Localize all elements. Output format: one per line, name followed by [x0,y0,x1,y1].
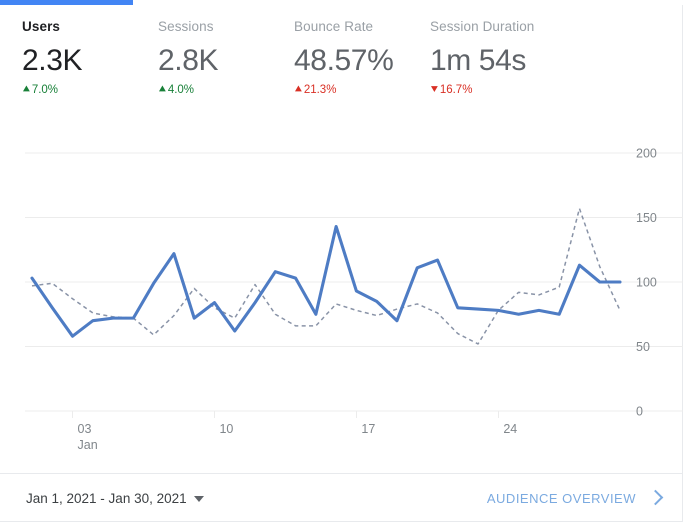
series-line-users [30,224,622,338]
metric-label: Users [22,19,61,34]
metric-delta-value: 16.7% [439,84,473,96]
arrow-up-icon: ⯅ [22,84,31,96]
metric-value: 2.3K [22,44,83,77]
timeseries-chart: 0 50 100 150 200 03 Jan 10 17 24 [0,125,683,465]
y-axis-tick-label: 200 [636,147,657,161]
x-axis-tick-label: 17 [361,422,375,436]
footer-divider [0,473,683,474]
arrow-down-icon: ⯆ [430,84,439,96]
y-axis-tick-label: 100 [636,276,657,290]
accent-track [0,0,683,5]
metric-delta: ⯅ 7.0% [22,83,158,98]
metric-delta: ⯅ 4.0% [158,83,294,98]
metrics-strip: Users 2.3K ⯅ 7.0% Sessions 2.8K ⯅ 4.0% B… [0,5,683,125]
arrow-up-icon: ⯅ [158,84,167,96]
metric-card-sessions[interactable]: Sessions 2.8K ⯅ 4.0% [158,18,294,125]
metric-value: 1m 54s [430,44,526,77]
metric-delta-value: 21.3% [303,84,337,96]
chevron-right-icon [647,489,664,506]
audience-overview-link[interactable]: AUDIENCE OVERVIEW [486,489,664,506]
metric-card-bounce-rate[interactable]: Bounce Rate 48.57% ⯅ 21.3% [294,18,430,125]
arrow-up-icon: ⯅ [294,84,303,96]
x-axis-tick-label: 03 [78,422,92,436]
x-axis-month-label: Jan [78,438,98,452]
card-footer: Jan 1, 2021 - Jan 30, 2021 AUDIENCE OVER… [0,474,683,522]
x-axis-tick-label: 24 [503,422,517,436]
accent-progress-bar [0,0,133,5]
chart-canvas: 0 50 100 150 200 03 Jan 10 17 24 [25,147,683,452]
metric-delta: ⯆ 16.7% [430,83,566,98]
chart-x-axis-labels: 03 Jan 10 17 24 [78,422,518,452]
metric-delta-value: 4.0% [167,84,195,96]
date-range-selector[interactable]: Jan 1, 2021 - Jan 30, 2021 [26,491,204,506]
metric-label: Session Duration [430,19,535,34]
metric-value: 48.57% [294,44,394,77]
y-axis-tick-label: 50 [636,340,650,354]
chart-y-axis-labels: 0 50 100 150 200 [636,147,657,419]
audience-overview-label: AUDIENCE OVERVIEW [486,490,636,506]
metric-value: 2.8K [158,44,219,77]
y-axis-tick-label: 0 [636,405,643,419]
metric-card-users[interactable]: Users 2.3K ⯅ 7.0% [22,18,158,125]
x-axis-tick-label: 10 [219,422,233,436]
metric-label: Sessions [158,19,214,34]
chevron-down-icon [193,496,204,502]
metric-delta: ⯅ 21.3% [294,83,430,98]
metric-delta-value: 7.0% [31,84,59,96]
y-axis-tick-label: 150 [636,211,657,225]
metric-label: Bounce Rate [294,19,374,34]
metric-card-session-duration[interactable]: Session Duration 1m 54s ⯆ 16.7% [430,18,566,125]
date-range-label: Jan 1, 2021 - Jan 30, 2021 [26,490,187,506]
